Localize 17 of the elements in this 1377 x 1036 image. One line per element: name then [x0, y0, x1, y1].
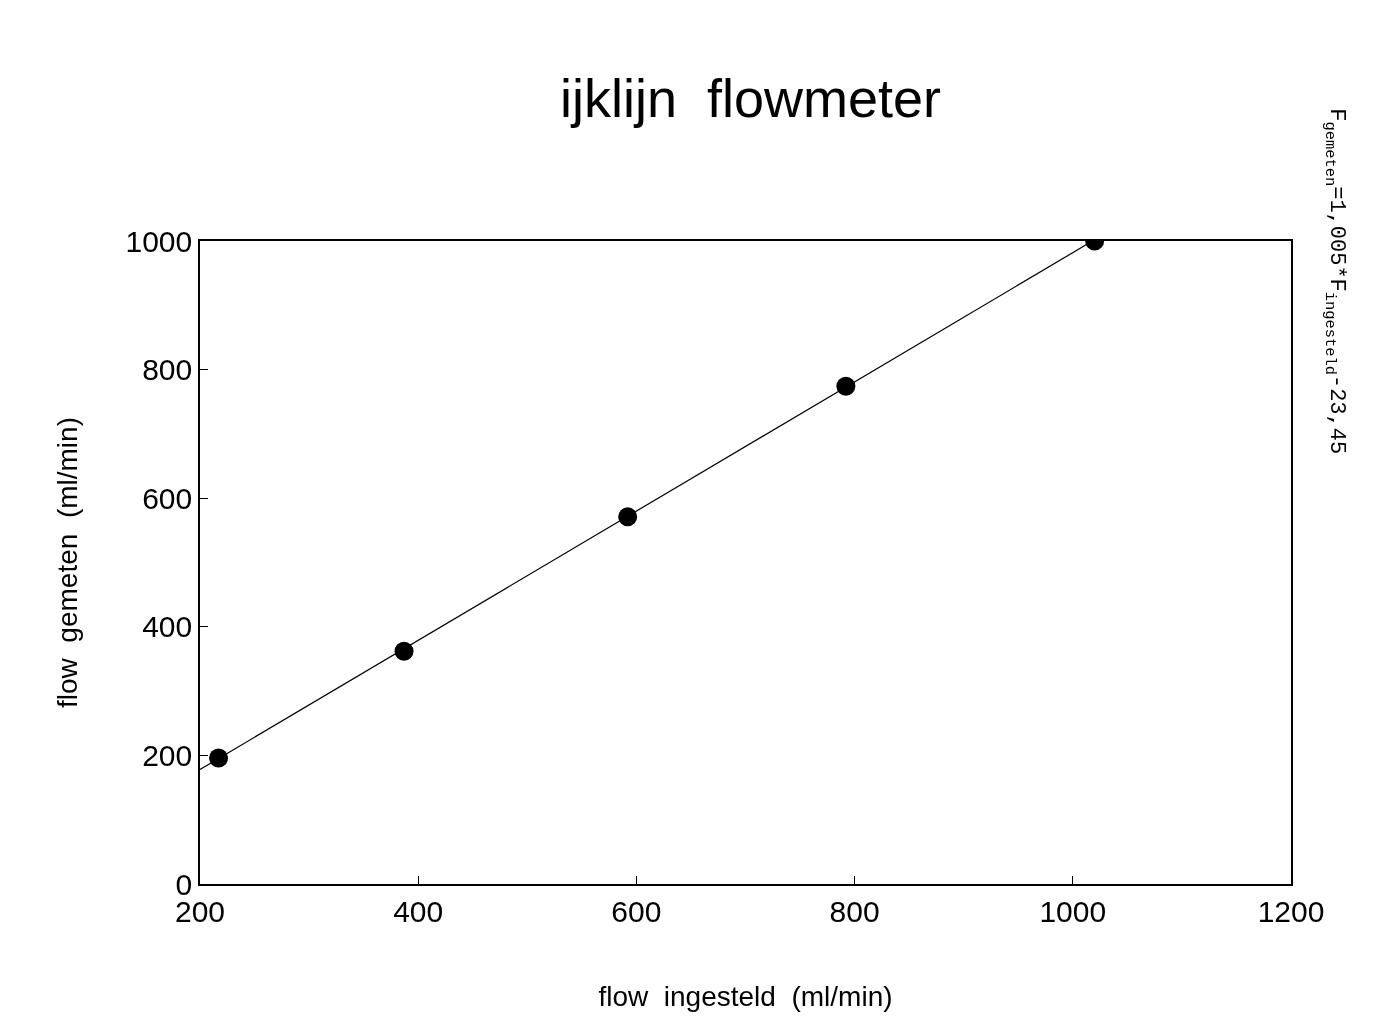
point — [209, 748, 229, 768]
point — [618, 507, 638, 527]
chart-title: ijklijn flowmeter — [559, 68, 942, 129]
y-tick-label: 800 — [142, 353, 193, 387]
x-tick-label: 1200 — [1257, 894, 1325, 928]
x-tick-label: 1000 — [1039, 894, 1107, 928]
y-tick-label: 200 — [142, 738, 193, 772]
y-axis-title: flow gemeten (ml/min) — [51, 417, 83, 708]
x-tick-label: 600 — [611, 894, 662, 928]
y-tick-label: 1000 — [125, 224, 193, 258]
x-tick-label: 800 — [829, 894, 880, 928]
y-tick-label: 600 — [142, 481, 193, 515]
x-axis-title: flow ingesteld (ml/min) — [598, 981, 893, 1013]
x-tick-label: 400 — [393, 894, 444, 928]
point — [836, 376, 856, 396]
y-tick-label: 400 — [142, 610, 193, 644]
point — [394, 641, 414, 661]
